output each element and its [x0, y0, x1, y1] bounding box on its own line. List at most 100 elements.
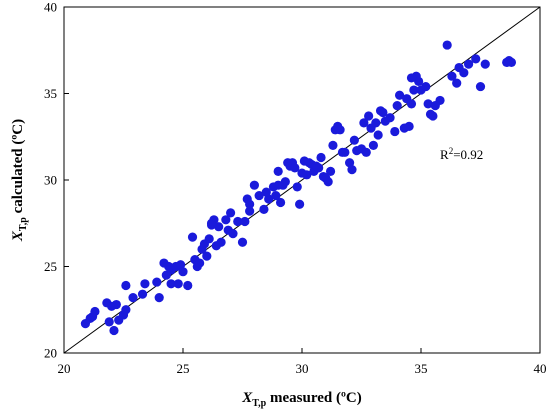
data-point [421, 81, 431, 92]
data-point [195, 258, 205, 268]
data-point [345, 158, 355, 168]
y-tick-label: 30 [44, 173, 57, 188]
data-point [368, 140, 378, 150]
data-point [373, 130, 383, 140]
data-point [204, 234, 214, 244]
data-point [261, 187, 271, 197]
data-point [475, 81, 486, 92]
data-point [121, 305, 131, 315]
data-point [290, 163, 300, 173]
data-point [280, 177, 290, 187]
x-axis-title-main: X [241, 390, 253, 406]
data-points [80, 40, 517, 336]
data-point [166, 279, 176, 289]
data-point [435, 95, 445, 106]
r-squared-annotation: R2=0.92 [440, 146, 483, 162]
y-tick-label: 20 [44, 346, 57, 361]
x-tick-label: 35 [415, 361, 428, 376]
y-axis-ticks: 20 25 30 35 40 [44, 0, 69, 361]
plot-area [63, 6, 541, 354]
data-point [328, 140, 338, 150]
data-point [249, 180, 259, 190]
data-point [109, 325, 119, 336]
data-point [347, 165, 357, 175]
data-point [292, 182, 302, 192]
data-point [187, 232, 198, 242]
data-point [394, 90, 405, 100]
x-tick-label: 20 [58, 361, 71, 376]
data-point [271, 190, 281, 201]
data-point [406, 99, 417, 109]
data-point [506, 57, 517, 67]
data-point [178, 267, 188, 277]
data-point [164, 261, 174, 272]
y-axis-title: XT,p calculated (ºC) [10, 119, 29, 242]
data-point [273, 166, 283, 176]
x-axis-title: XT,p measured (ºC) [241, 390, 362, 409]
y-axis-title-main: X [10, 230, 26, 242]
data-point [323, 177, 333, 187]
y-axis-title-rest: calculated (ºC) [10, 119, 26, 217]
data-point [154, 293, 164, 303]
y-tick-label: 35 [44, 86, 57, 101]
r-squared-rest: =0.92 [453, 147, 483, 162]
r-squared-base: R [440, 147, 449, 162]
data-point [214, 222, 224, 232]
data-point [371, 118, 381, 128]
data-point [176, 260, 186, 270]
data-point [340, 147, 350, 157]
data-point [335, 125, 345, 135]
data-point [442, 40, 452, 50]
x-axis-title-rest: measured (ºC) [266, 390, 362, 406]
data-point [361, 147, 371, 157]
data-point [173, 279, 183, 289]
data-point [233, 216, 243, 227]
data-point [414, 76, 424, 86]
data-point [325, 166, 336, 176]
data-point [423, 99, 433, 109]
y-tick-label: 40 [44, 0, 57, 15]
data-point [375, 106, 386, 116]
data-point [314, 163, 324, 173]
data-point [245, 199, 255, 209]
data-point [275, 197, 286, 208]
data-point [237, 237, 248, 247]
data-point [471, 54, 481, 64]
data-point [480, 59, 490, 69]
data-point [226, 208, 236, 218]
data-point [206, 220, 217, 230]
data-point [221, 215, 231, 225]
data-point [349, 135, 359, 145]
data-point [316, 152, 326, 163]
data-point [140, 279, 150, 289]
data-point [302, 170, 312, 180]
x-axis-title-sub: T,p [252, 398, 266, 409]
data-point [428, 111, 438, 121]
data-point [228, 229, 238, 239]
data-point [121, 280, 131, 291]
data-point [264, 194, 274, 204]
data-point [295, 199, 305, 209]
data-point [259, 204, 269, 215]
data-point [447, 71, 457, 81]
data-point [404, 121, 414, 131]
y-tick-label: 25 [44, 259, 57, 274]
y-axis-title-sub: T,p [18, 217, 29, 231]
data-point [104, 317, 114, 327]
data-point [364, 111, 374, 121]
data-point [245, 206, 255, 216]
data-point [183, 280, 193, 291]
data-point [254, 190, 264, 201]
data-point [464, 59, 474, 69]
x-tick-label: 40 [534, 361, 547, 376]
data-point [390, 126, 400, 137]
data-point [128, 293, 138, 303]
data-point [216, 237, 226, 247]
data-point [152, 277, 162, 287]
x-axis-ticks: 20 25 30 35 40 [58, 348, 547, 376]
data-point [273, 180, 283, 190]
data-point [87, 312, 98, 322]
data-point [406, 73, 417, 83]
data-point [240, 216, 250, 227]
